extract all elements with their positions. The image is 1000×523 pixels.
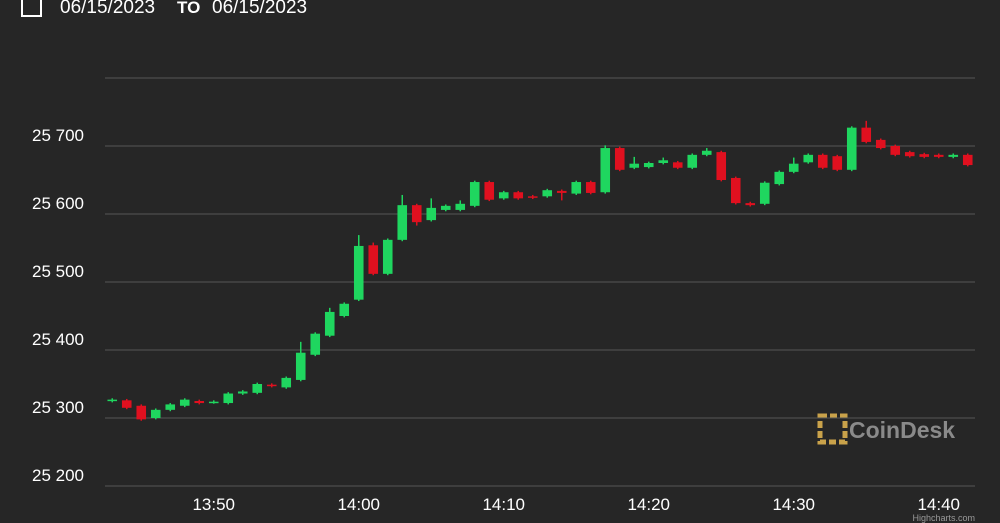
candle-body <box>745 203 756 206</box>
candle-body <box>919 154 930 157</box>
y-tick-label: 25 400 <box>32 330 84 349</box>
watermark-logo <box>817 413 848 445</box>
candle-body <box>803 154 814 163</box>
candle-body <box>223 393 234 404</box>
candle-body <box>353 245 364 300</box>
watermark-text: CoinDesk <box>849 417 955 443</box>
candle-body <box>281 377 292 388</box>
candle-body <box>774 171 785 185</box>
candle-body <box>150 409 161 418</box>
candle-body <box>208 401 219 404</box>
candle-body <box>121 400 132 408</box>
x-tick-label: 14:20 <box>627 495 670 514</box>
candle-body <box>266 384 277 387</box>
candle-body <box>875 139 886 149</box>
candle-body <box>962 154 973 166</box>
candle-body <box>324 311 335 336</box>
candle-body <box>643 163 654 168</box>
candle-body <box>933 154 944 157</box>
x-tick-label: 14:40 <box>917 495 960 514</box>
candle-body <box>382 239 393 274</box>
candle-body <box>788 163 799 172</box>
candle-body <box>194 401 205 404</box>
candle-body <box>179 399 190 406</box>
candle-body <box>571 182 582 194</box>
candle-body <box>687 154 698 168</box>
date-separator: TO <box>177 0 200 17</box>
x-tick-label: 14:00 <box>337 495 380 514</box>
candle-body <box>513 192 524 199</box>
candle-body <box>890 146 901 155</box>
candle-body <box>411 205 422 223</box>
x-tick-label: 14:10 <box>482 495 525 514</box>
y-tick-label: 25 300 <box>32 398 84 417</box>
candle-body <box>295 352 306 380</box>
candle-body <box>658 160 669 163</box>
candle-body <box>904 152 915 157</box>
x-tick-label: 14:30 <box>772 495 815 514</box>
candle-body <box>237 391 248 394</box>
candle-body <box>716 152 727 180</box>
candle-body <box>310 333 321 355</box>
candle-body <box>846 127 857 170</box>
candle-body <box>498 192 509 199</box>
candle-body <box>397 205 408 240</box>
candle-body <box>672 162 683 168</box>
candle-body <box>426 207 437 221</box>
candle-body <box>556 190 567 193</box>
candle-body <box>600 148 611 193</box>
candle-body <box>832 156 843 170</box>
y-tick-label: 25 500 <box>32 262 84 281</box>
candle-body <box>368 245 379 274</box>
y-tick-label: 25 600 <box>32 194 84 213</box>
candle-body <box>948 154 959 157</box>
candle-body <box>701 150 712 155</box>
candle-body <box>542 190 553 197</box>
date-checkbox[interactable] <box>21 0 42 17</box>
y-tick-label: 25 700 <box>32 126 84 145</box>
candle-body <box>484 182 495 200</box>
watermark: CoinDesk <box>817 413 955 445</box>
candle-body <box>339 303 350 316</box>
candle-body <box>252 384 263 393</box>
candle-body <box>440 205 451 210</box>
candle-body <box>527 196 538 198</box>
x-tick-label: 13:50 <box>192 495 235 514</box>
candle-body <box>817 154 828 168</box>
candle-body <box>861 127 872 142</box>
candle-body <box>469 182 480 206</box>
candle-body <box>107 399 118 402</box>
candle-body <box>730 177 741 204</box>
candle-body <box>614 148 625 170</box>
candle-body <box>455 203 466 210</box>
candle-body <box>759 182 770 204</box>
date-from[interactable]: 06/15/2023 <box>60 0 155 18</box>
candle-body <box>136 405 147 420</box>
date-to[interactable]: 06/15/2023 <box>212 0 307 18</box>
candle-body <box>165 404 176 410</box>
credits[interactable]: Highcharts.com <box>912 513 975 523</box>
y-tick-label: 25 200 <box>32 466 84 485</box>
candle-body <box>629 163 640 168</box>
candle-body <box>585 182 596 193</box>
